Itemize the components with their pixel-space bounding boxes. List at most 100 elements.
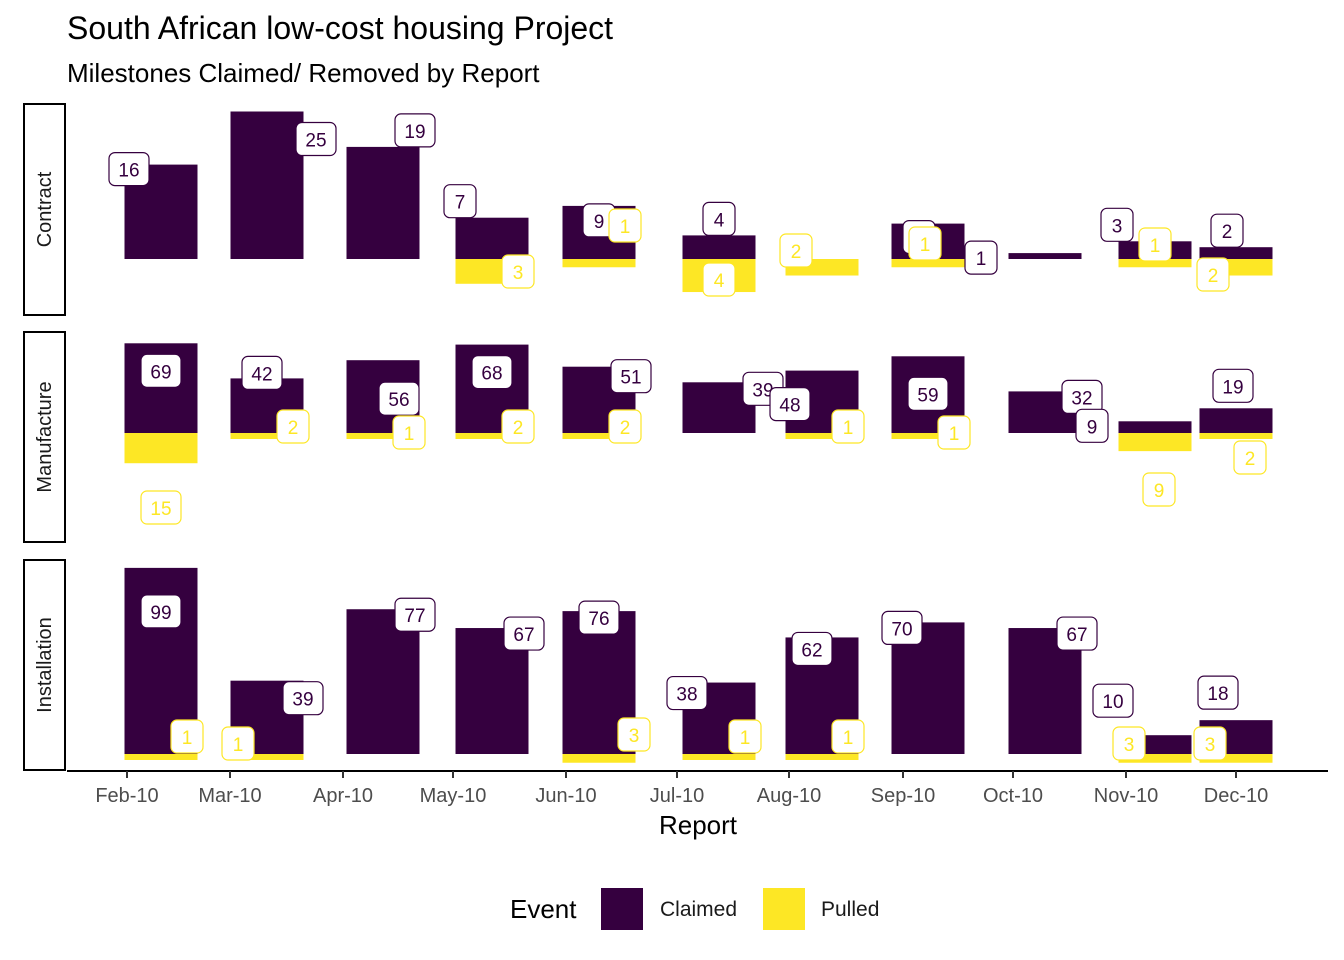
bar-claimed-installation-apr-10 [346,609,420,754]
x-tick-label-apr-10: Apr-10 [313,785,373,807]
bar-pulled-installation-feb-10 [124,754,198,760]
label-claimed-contract-may-10: 7 [443,184,477,219]
label-pulled-installation-jul-10-box [728,719,762,754]
label-claimed-manufacture-sep-10: 59 [907,376,949,411]
bar-claimed-contract-jul-10 [682,235,756,259]
x-tick-label-feb-10: Feb-10 [95,785,158,807]
label-claimed-manufacture-feb-10-text: 69 [150,362,171,383]
label-pulled-contract-nov-10-box [1138,227,1172,262]
label-pulled-manufacture-apr-10-text: 1 [404,424,415,445]
label-claimed-installation-aug-10-text: 62 [801,640,822,661]
label-pulled-installation-aug-10-text: 1 [843,728,854,749]
label-pulled-manufacture-apr-10-box [392,415,426,450]
x-tick-label-mar-10: Mar-10 [198,785,261,807]
facet-panels: Contract16251973914426113122Manufacture6… [23,103,1273,771]
label-pulled-contract-nov-10-text: 1 [1150,236,1161,257]
label-claimed-installation-jun-10-box [578,600,620,635]
legend-label-pulled: Pulled [821,898,879,921]
label-pulled-installation-dec-10-box [1193,726,1227,761]
bar-pulled-installation-nov-10 [1118,754,1192,763]
bar-pulled-contract-nov-10 [1118,259,1192,268]
bar-pulled-manufacture-jun-10 [562,433,636,439]
label-pulled-contract-sep-10: 1 [908,226,942,261]
label-claimed-installation-sep-10: 70 [881,610,923,646]
label-claimed-contract-nov-10-text: 3 [1112,216,1123,237]
bar-claimed-manufacture-nov-10 [1118,421,1192,433]
panel-installation: Installation 99 1 39 1 77 67 76 3 38 1 62 1 70 67 10 3 18… [23,559,1273,771]
bar-pulled-manufacture-mar-10 [230,433,304,439]
strip-label: Installation [34,617,56,713]
label-pulled-manufacture-nov-10-box [1142,472,1176,507]
x-axis-title: Report [659,810,738,840]
label-claimed-manufacture-jul-10: 39 [742,371,784,406]
label-claimed-contract-jul-10-text: 4 [714,210,725,231]
label-claimed-manufacture-aug-10-box [769,387,811,422]
label-claimed-installation-apr-10-box [394,597,436,632]
label-claimed-installation-nov-10-box [1092,683,1134,718]
chart-title: South African low-cost housing Project [67,10,614,46]
label-claimed-contract-oct-10-box [964,240,998,275]
label-pulled-manufacture-feb-10: 15 [140,490,182,525]
label-pulled-installation-feb-10-box [170,719,204,754]
label-pulled-manufacture-sep-10: 1 [937,415,971,450]
label-claimed-installation-apr-10-text: 77 [404,606,425,627]
label-pulled-contract-nov-10: 1 [1138,227,1172,262]
label-pulled-manufacture-feb-10-text: 15 [150,499,171,520]
label-claimed-contract-feb-10-text: 16 [118,161,139,182]
label-pulled-manufacture-dec-10-text: 2 [1245,449,1256,470]
label-claimed-contract-dec-10-box [1210,213,1244,248]
label-claimed-contract-may-10-box [443,184,477,219]
label-pulled-manufacture-feb-10-box [140,490,182,525]
bar-pulled-manufacture-feb-10 [124,433,198,464]
label-pulled-manufacture-dec-10-box [1233,440,1267,475]
label-claimed-manufacture-may-10: 68 [471,355,513,390]
label-pulled-installation-nov-10-box [1112,726,1146,761]
label-claimed-installation-mar-10-text: 39 [292,690,313,711]
label-claimed-installation-may-10: 67 [503,616,545,651]
label-claimed-installation-jun-10-text: 76 [588,609,609,630]
bar-pulled-contract-jun-10 [562,259,636,268]
label-claimed-manufacture-nov-10-box [1075,408,1109,443]
label-pulled-contract-sep-10-text: 1 [920,235,931,256]
bar-pulled-installation-jul-10 [682,754,756,760]
label-claimed-manufacture-apr-10-text: 56 [388,390,409,411]
strip-installation: Installation [23,559,66,771]
label-claimed-installation-jul-10-text: 38 [676,685,697,706]
label-claimed-installation-apr-10: 77 [394,597,436,632]
label-claimed-installation-dec-10-box [1197,675,1239,710]
legend-key-pulled [763,888,805,930]
label-pulled-installation-aug-10: 1 [831,719,865,754]
label-pulled-installation-jul-10: 1 [728,719,762,754]
label-claimed-manufacture-oct-10-text: 32 [1071,388,1092,409]
bar-claimed-manufacture-dec-10 [1199,408,1273,433]
bar-claimed-contract-apr-10 [346,146,420,259]
label-pulled-manufacture-dec-10: 2 [1233,440,1267,475]
label-claimed-contract-dec-10: 2 [1210,213,1244,248]
label-claimed-manufacture-apr-10: 56 [378,381,420,416]
x-tick-label-dec-10: Dec-10 [1204,785,1268,807]
strip-box [23,559,66,771]
label-pulled-installation-mar-10-box [221,726,255,761]
label-pulled-manufacture-mar-10-text: 2 [288,418,299,439]
label-pulled-contract-jun-10: 1 [608,208,642,243]
label-pulled-manufacture-jun-10-text: 2 [620,418,631,439]
bar-claimed-contract-may-10 [455,217,529,259]
x-tick-label-aug-10: Aug-10 [757,785,822,807]
label-pulled-contract-may-10: 3 [501,254,535,289]
label-claimed-installation-jul-10: 38 [666,675,708,711]
label-pulled-installation-aug-10-box [831,719,865,754]
panel-contract: Contract16251973914426113122 [23,103,1273,316]
label-pulled-manufacture-may-10-text: 2 [513,418,524,439]
label-claimed-installation-oct-10-text: 67 [1066,625,1087,646]
label-pulled-installation-dec-10: 3 [1193,726,1227,761]
label-pulled-manufacture-sep-10-box [937,415,971,450]
label-claimed-contract-mar-10-text: 25 [305,131,326,152]
label-claimed-installation-feb-10: 99 [140,594,182,629]
label-claimed-contract-dec-10-text: 2 [1222,222,1233,243]
label-claimed-manufacture-oct-10: 32 [1061,379,1103,414]
label-claimed-installation-jun-10: 76 [578,600,620,635]
label-pulled-contract-jun-10-text: 1 [620,217,631,238]
label-pulled-contract-sep-10-box [908,226,942,261]
label-pulled-contract-jul-10-text: 4 [714,271,725,292]
